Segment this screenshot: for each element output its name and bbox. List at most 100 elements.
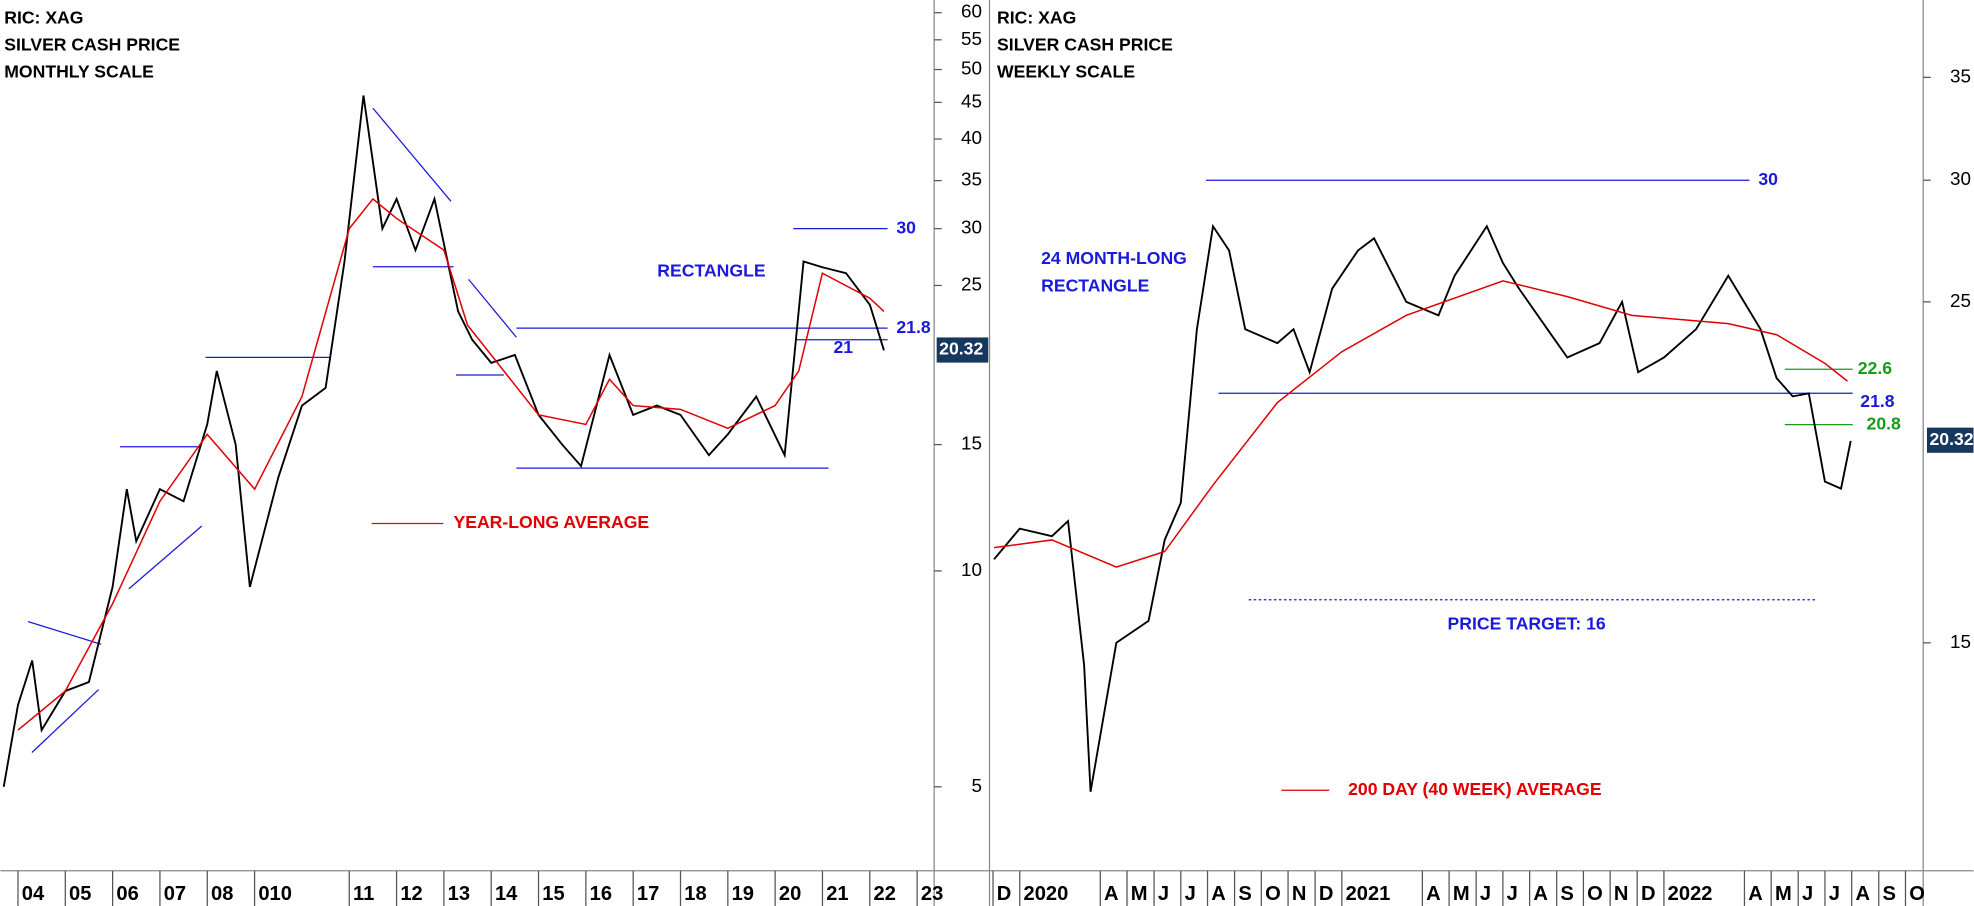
- annotation: RECTANGLE: [1041, 276, 1150, 296]
- x-tick-label: 23: [921, 883, 943, 905]
- x-tick-label: 010: [258, 883, 292, 905]
- x-tick-label: 07: [164, 883, 186, 905]
- chart-title: SILVER CASH PRICE: [997, 35, 1173, 55]
- chart-title: RIC: XAG: [997, 8, 1076, 28]
- last-price-box: [1926, 427, 1974, 453]
- last-price-label: 20.32: [1929, 429, 1973, 449]
- chart-title: SILVER CASH PRICE: [4, 35, 180, 55]
- y-tick-label: 60: [961, 1, 982, 22]
- x-tick-label: 20: [779, 883, 801, 905]
- level-label: 22.6: [1858, 358, 1892, 378]
- x-tick-label: 17: [637, 883, 659, 905]
- chart: RIC: XAG SILVER CASH PRICE MONTHLY SCALE 5 1…: [2, 1, 989, 906]
- x-tick-label: D: [997, 883, 1012, 905]
- x-tick-label: 18: [684, 883, 706, 905]
- y-tick-label: 25: [1950, 290, 1971, 311]
- trend-line: [128, 525, 203, 590]
- x-tick-label: 15: [542, 883, 564, 905]
- x-tick-label: S: [1560, 883, 1573, 905]
- legend-label: 200 DAY (40 WEEK) AVERAGE: [1348, 779, 1602, 799]
- x-tick-label: O: [1909, 883, 1925, 905]
- x-tick-label: A: [1855, 883, 1870, 905]
- x-tick-label: S: [1883, 883, 1896, 905]
- y-tick-label: 10: [961, 559, 982, 580]
- chart-title: MONTHLY SCALE: [4, 62, 154, 82]
- x-tick-label: 22: [874, 883, 896, 905]
- x-tick-label: A: [1748, 883, 1763, 905]
- x-tick-label: N: [1292, 883, 1307, 905]
- y-tick-label: 35: [961, 169, 982, 190]
- x-tick-label: 12: [400, 883, 422, 905]
- x-tick-label: A: [1104, 883, 1119, 905]
- legend-label: YEAR-LONG AVERAGE: [453, 512, 649, 532]
- x-tick-label: N: [1614, 883, 1629, 905]
- trend-line: [27, 621, 102, 645]
- trend-line: [372, 107, 452, 202]
- chart-title: WEEKLY SCALE: [997, 62, 1135, 82]
- x-tick-label: J: [1480, 883, 1491, 905]
- x-tick-label: M: [1775, 883, 1792, 905]
- y-tick-label: 40: [961, 127, 982, 148]
- level-label: 21.8: [1860, 391, 1894, 411]
- x-tick-label: 08: [211, 883, 233, 905]
- x-tick-label: S: [1238, 883, 1251, 905]
- x-tick-label: J: [1829, 883, 1840, 905]
- x-tick-label: A: [1211, 883, 1226, 905]
- level-label: 30: [896, 217, 916, 237]
- y-tick-label: 5: [971, 775, 982, 796]
- x-tick-label: M: [1131, 883, 1148, 905]
- x-tick-label: M: [1453, 883, 1470, 905]
- x-tick-label: 11: [353, 883, 374, 905]
- annotation: RECTANGLE: [657, 260, 766, 280]
- level-label: 30: [1758, 169, 1778, 189]
- annotation: 24 MONTH-LONG: [1041, 248, 1187, 268]
- last-price-box: [936, 337, 989, 363]
- y-tick-label: 35: [1950, 65, 1971, 86]
- trend-line: [468, 278, 517, 338]
- y-tick-label: 15: [1950, 631, 1971, 652]
- x-tick-label: 2021: [1346, 883, 1391, 905]
- x-tick-label: 2022: [1668, 883, 1713, 905]
- trend-lines: [27, 107, 829, 753]
- average-line: [17, 197, 885, 731]
- x-tick-label: J: [1507, 883, 1518, 905]
- x-tick-label: 04: [22, 883, 45, 905]
- y-tick-label: 30: [1950, 168, 1971, 189]
- chart-title: RIC: XAG: [4, 8, 83, 28]
- level-label: 21.8: [896, 317, 930, 337]
- x-tick-label: 06: [116, 883, 138, 905]
- x-tick-label: O: [1587, 883, 1603, 905]
- target-label: PRICE TARGET: 16: [1448, 614, 1606, 634]
- x-tick-label: D: [1641, 883, 1656, 905]
- average-line: [993, 280, 1848, 568]
- x-tick-label: 19: [732, 883, 754, 905]
- x-tick-label: A: [1426, 883, 1441, 905]
- x-tick-label: 13: [448, 883, 470, 905]
- y-tick-label: 15: [961, 433, 982, 454]
- chart: RIC: XAG SILVER CASH PRICE WEEKLY SCALE 15 2…: [992, 8, 1974, 906]
- trend-line: [31, 689, 100, 753]
- level-label: 20.8: [1867, 413, 1901, 433]
- x-tick-label: J: [1185, 883, 1196, 905]
- price-line: [993, 223, 1852, 792]
- y-tick-label: 50: [961, 57, 982, 78]
- x-tick-label: J: [1158, 883, 1169, 905]
- level-label: 21: [833, 337, 853, 357]
- x-tick-label: 16: [590, 883, 612, 905]
- y-tick-label: 30: [961, 217, 982, 238]
- y-tick-label: 45: [961, 90, 982, 111]
- x-tick-label: A: [1533, 883, 1548, 905]
- x-tick-label: O: [1265, 883, 1281, 905]
- y-tick-label: 25: [961, 273, 982, 294]
- x-tick-label: 14: [495, 883, 518, 905]
- x-tick-label: 05: [69, 883, 91, 905]
- x-tick-label: D: [1319, 883, 1334, 905]
- x-tick-label: J: [1802, 883, 1813, 905]
- y-tick-label: 55: [961, 28, 982, 49]
- last-price-label: 20.32: [939, 339, 983, 359]
- x-tick-label: 21: [826, 883, 848, 905]
